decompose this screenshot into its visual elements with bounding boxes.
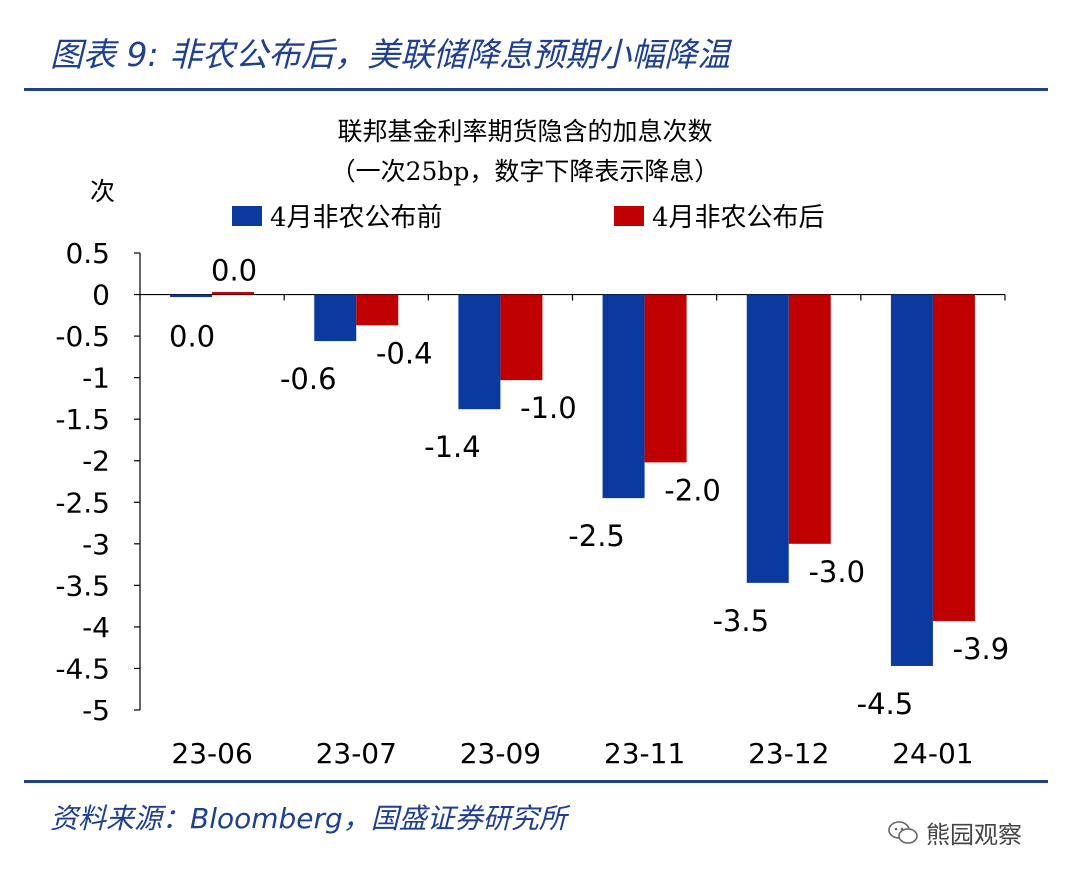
watermark-text: 熊园观察 (926, 821, 1022, 849)
bar-before (314, 294, 357, 342)
x-tick-label: 23-06 (171, 737, 252, 770)
data-label-before: -1.4 (424, 430, 481, 464)
bar-after (644, 294, 687, 463)
y-tick-label: -2.5 (55, 486, 110, 519)
bar-before (170, 294, 213, 298)
plot-area: 0.5 0 -0.5 -1 -1.5 -2 -2.5 -3 -3.5 -4 -4.5 -5 23-06 0… (55, 237, 1009, 770)
data-label-after: -2.0 (664, 473, 721, 507)
bar-before (746, 294, 789, 583)
chart-subtitle: （一次25bp，数字下降表示降息） (331, 157, 720, 186)
data-label-before: 0.0 (169, 320, 215, 354)
y-tick-label: -1 (82, 362, 110, 395)
wechat-icon (888, 820, 918, 844)
bar-after (500, 294, 543, 381)
chart-title: 联邦基金利率期货隐含的加息次数 (337, 117, 712, 146)
data-label-before: -4.5 (857, 687, 914, 721)
top-divider (24, 88, 1048, 91)
data-label-after: 0.0 (211, 254, 257, 288)
x-tick-label: 23-11 (604, 737, 685, 770)
bottom-divider (24, 780, 1048, 783)
legend-swatch-after (614, 206, 644, 226)
bar-before (602, 294, 645, 499)
data-label-before: -0.6 (280, 362, 337, 396)
y-tick-label: -5 (82, 694, 110, 727)
data-label-before: -2.5 (568, 519, 625, 553)
y-tick-label: -0.5 (55, 320, 110, 353)
figure-title: 图表 9: 非农公布后，美联储降息预期小幅降温 (50, 35, 731, 74)
y-axis-label: 次 (90, 177, 115, 206)
legend-swatch-before (232, 206, 262, 226)
data-label-after: -1.0 (520, 391, 577, 425)
bar-after (932, 294, 975, 622)
x-tick-label: 24-01 (892, 737, 973, 770)
legend-label-before: 4月非农公布前 (270, 203, 443, 233)
source-note: 资料来源：Bloomberg，国盛证券研究所 (50, 802, 567, 835)
x-tick-label: 23-12 (748, 737, 829, 770)
bar-before (890, 294, 933, 666)
y-tick-label: -2 (82, 445, 110, 478)
x-tick-label: 23-09 (460, 737, 541, 770)
y-tick-label: 0 (92, 279, 110, 312)
y-tick-label: -3 (82, 528, 110, 561)
y-tick-label: -4.5 (55, 652, 110, 685)
data-label-before: -3.5 (712, 604, 769, 638)
data-label-after: -3.0 (808, 555, 865, 589)
watermark: 熊园观察 (888, 815, 1022, 850)
y-tick-label: 0.5 (65, 237, 110, 270)
y-tick-label: -3.5 (55, 569, 110, 602)
x-tick-label: 23-07 (316, 737, 397, 770)
y-tick-label: -4 (82, 611, 110, 644)
legend-label-after: 4月非农公布后 (652, 203, 825, 233)
bar-after (356, 294, 399, 326)
data-label-after: -0.4 (376, 336, 433, 370)
bar-after (212, 292, 255, 295)
data-label-after: -3.9 (953, 632, 1010, 666)
bar-before (458, 294, 501, 410)
y-tick-label: -1.5 (55, 403, 110, 436)
bar-after (788, 294, 831, 544)
